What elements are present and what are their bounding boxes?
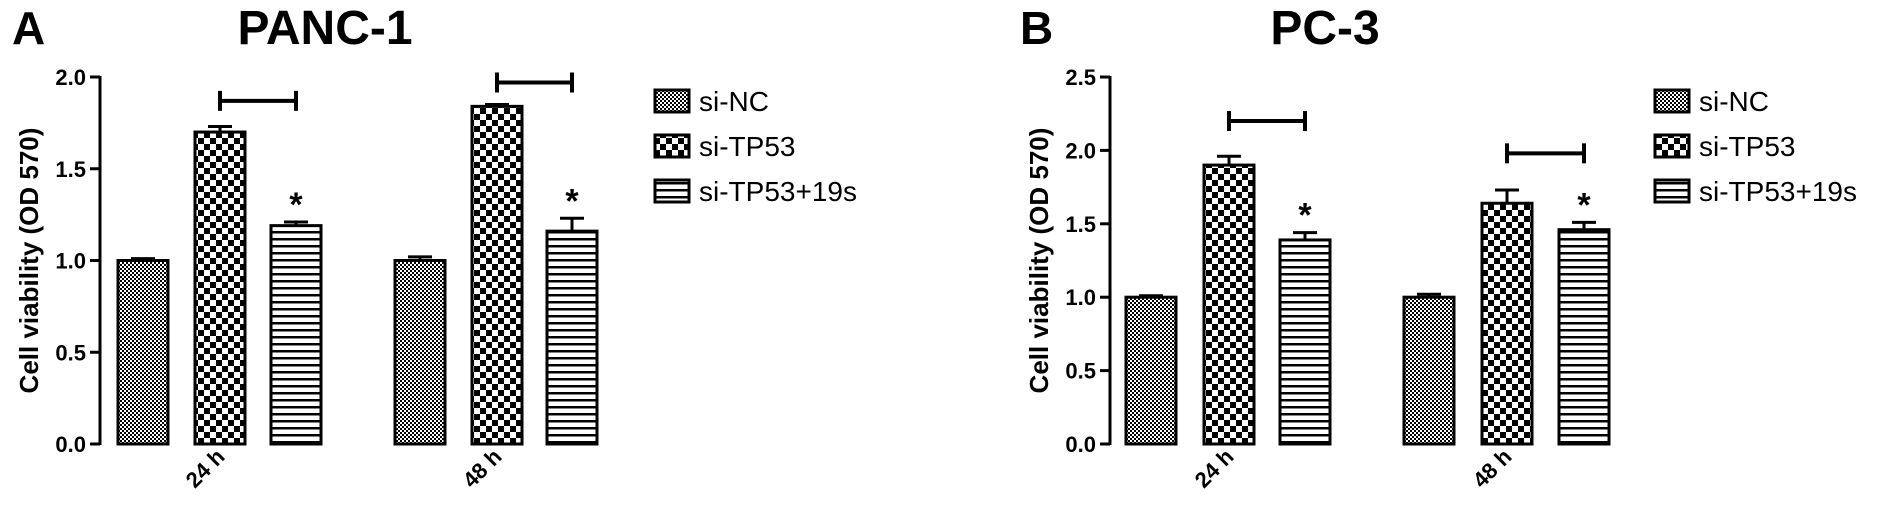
bar-si-tp53-19s-48h bbox=[1557, 228, 1611, 446]
y-axis-label: Cell viability (OD 570) bbox=[1024, 128, 1054, 394]
y-tick-label: 0.0 bbox=[55, 432, 86, 457]
bar-si-nc-24h bbox=[1124, 295, 1178, 446]
legend-label: si-NC bbox=[1699, 86, 1769, 117]
bar-si-tp53-24h bbox=[1202, 163, 1256, 446]
legend-swatch bbox=[653, 88, 691, 114]
bar-si-nc-24h bbox=[116, 259, 170, 446]
bar-si-tp53-24h bbox=[193, 130, 247, 446]
significance-star: * bbox=[1298, 197, 1312, 235]
y-tick-label: 0.5 bbox=[1065, 359, 1096, 384]
legend-swatch bbox=[1653, 133, 1691, 159]
legend-swatch bbox=[1653, 88, 1691, 114]
panel-a: A PANC-1 Cell viability (OD 570) 0.0 0.5 1.0 1… bbox=[12, 2, 857, 493]
bar-si-tp53-19s-24h bbox=[1278, 238, 1332, 446]
legend-label: si-TP53 bbox=[699, 131, 795, 162]
significance-star: * bbox=[289, 186, 303, 224]
y-axis-label: Cell viability (OD 570) bbox=[14, 128, 44, 394]
y-tick-label: 1.0 bbox=[55, 249, 86, 274]
legend-swatch bbox=[653, 133, 691, 159]
x-tick-label: 24 h bbox=[181, 444, 230, 493]
bar-si-tp53-19s-24h bbox=[269, 224, 323, 446]
bar-si-nc-48h bbox=[393, 259, 447, 446]
legend-label: si-TP53 bbox=[1699, 131, 1795, 162]
significance-star: * bbox=[565, 182, 579, 220]
y-tick-label: 1.0 bbox=[1065, 285, 1096, 310]
panel-b: B PC-3 Cell viability (OD 570) 0.0 0.5 1.0 1.5… bbox=[1020, 2, 1857, 493]
panel-letter: B bbox=[1020, 2, 1053, 54]
bar-si-tp53-19s-48h bbox=[545, 229, 599, 446]
x-tick-label: 48 h bbox=[1468, 444, 1517, 493]
y-tick-label: 2.5 bbox=[1065, 65, 1096, 90]
legend-label: si-TP53+19s bbox=[699, 176, 857, 207]
bar-si-tp53-48h bbox=[470, 104, 524, 446]
legend-swatch bbox=[653, 178, 691, 204]
y-tick-label: 1.5 bbox=[55, 157, 86, 182]
bar-si-tp53-48h bbox=[1480, 201, 1534, 446]
x-tick-label: 48 h bbox=[458, 444, 507, 493]
panel-letter: A bbox=[12, 2, 45, 54]
chart-title: PANC-1 bbox=[237, 2, 412, 55]
legend-label: si-NC bbox=[699, 86, 769, 117]
legend-label: si-TP53+19s bbox=[1699, 176, 1857, 207]
chart-title: PC-3 bbox=[1270, 2, 1379, 55]
y-tick-label: 2.0 bbox=[55, 65, 86, 90]
y-tick-label: 2.0 bbox=[1065, 138, 1096, 163]
y-tick-label: 1.5 bbox=[1065, 212, 1096, 237]
y-tick-label: 0.5 bbox=[55, 340, 86, 365]
legend-swatch bbox=[1653, 178, 1691, 204]
x-tick-label: 24 h bbox=[1190, 444, 1239, 493]
significance-star: * bbox=[1577, 186, 1591, 224]
bar-si-nc-48h bbox=[1402, 295, 1456, 446]
y-tick-label: 0.0 bbox=[1065, 432, 1096, 457]
